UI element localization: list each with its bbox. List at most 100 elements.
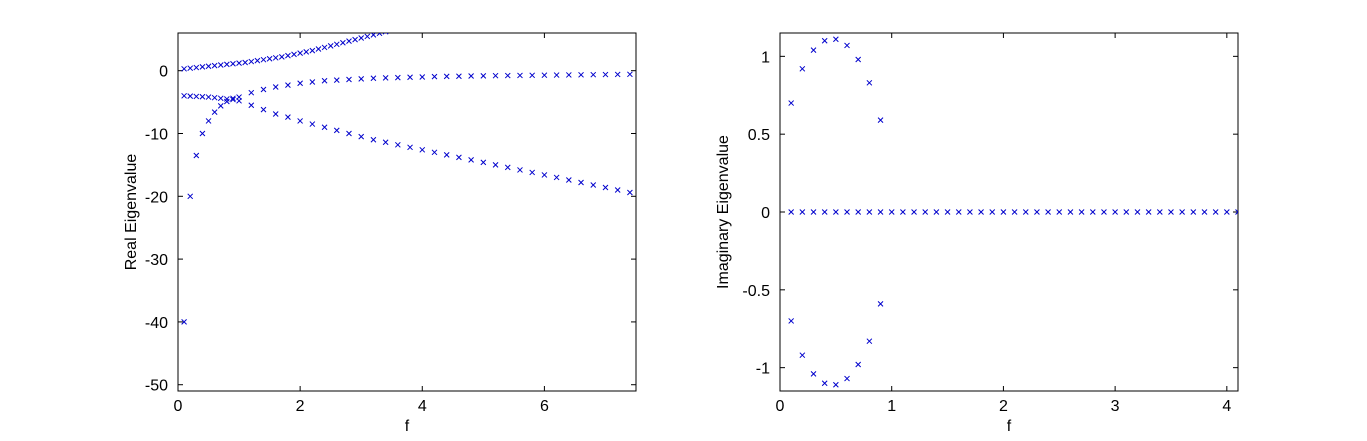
series-3-point [1101, 209, 1107, 215]
series-3-point [193, 93, 200, 100]
series-1-point [315, 46, 322, 52]
series-2-point [260, 86, 267, 93]
series-2-point [456, 73, 462, 80]
series-3-point [504, 164, 511, 171]
series-1-point [788, 100, 795, 106]
series-1-point [358, 35, 365, 41]
series-2-point [833, 381, 839, 388]
series-1-point [877, 117, 884, 124]
series-1-point [248, 58, 255, 65]
y-tick-label: -10 [145, 126, 168, 143]
series-3-point [517, 167, 523, 173]
series-1-point [810, 47, 817, 53]
series-3-point [1112, 209, 1118, 215]
series-2-point [285, 82, 291, 88]
series-3-point [205, 94, 212, 100]
series-2-point [504, 72, 511, 79]
series-1-point [333, 41, 340, 48]
series-1-point [205, 63, 212, 70]
x-axis-label: f [1007, 418, 1012, 435]
series-3-point [529, 169, 536, 176]
series-3-point [1134, 209, 1141, 215]
series-2-point [844, 375, 850, 382]
series-1-point [242, 59, 249, 66]
series-3-point [407, 144, 413, 151]
series-2-point [492, 72, 499, 79]
series-2-point [614, 71, 621, 78]
x-axis-label: f [405, 418, 410, 435]
series-2-point [223, 98, 230, 105]
x-tick-label: 6 [540, 398, 549, 415]
series-3-point [1123, 209, 1130, 215]
series-2-point [272, 84, 279, 90]
series-2-point [370, 75, 377, 82]
series-3-point [1145, 209, 1152, 215]
series-3-point [297, 118, 303, 124]
series-2-point [419, 74, 426, 80]
series-2-point [394, 74, 401, 81]
series-1-point [376, 33, 383, 37]
series-3-point [370, 136, 377, 143]
series-3-point [844, 209, 850, 215]
series-2-point [788, 318, 795, 324]
series-3-point [260, 106, 267, 113]
series-2-point [480, 72, 487, 79]
series-2-point [230, 95, 236, 102]
series-1-point [193, 64, 200, 71]
series-3-point [944, 209, 951, 215]
series-3-point [888, 209, 895, 215]
series-3-point [1067, 209, 1074, 215]
series-3-point [866, 209, 873, 215]
series-2-point [333, 77, 340, 83]
y-axis-label: Real Eigenvalue [123, 154, 140, 271]
series-3-point [911, 209, 917, 215]
series-2-point [431, 73, 438, 80]
series-1-point [285, 52, 291, 59]
series-3-point [346, 130, 352, 137]
series-3-point [955, 209, 962, 215]
series-2-point [309, 79, 316, 85]
series-1-point [266, 55, 273, 62]
series-2-point [517, 72, 523, 79]
series-1-point [833, 36, 839, 43]
series-3-point [627, 189, 633, 196]
series-3-point [272, 111, 279, 117]
series-3-point [382, 139, 389, 146]
series-3-point [900, 209, 906, 215]
series-2-point [529, 72, 536, 79]
series-3-point [1223, 209, 1230, 215]
series-2-point [578, 71, 584, 78]
series-3-point [1000, 209, 1007, 215]
series-3-point [1045, 209, 1051, 215]
series-3-point [541, 172, 548, 178]
series-2-point [187, 193, 194, 200]
series-1-point [272, 54, 279, 61]
series-3-point [419, 146, 426, 153]
series-2-point [565, 72, 572, 78]
series-2-point [346, 76, 352, 83]
series-3-point [602, 184, 609, 191]
x-tick-label: 0 [174, 398, 183, 415]
series-3-point [480, 159, 487, 166]
y-tick-label: -20 [145, 189, 168, 206]
real-eigenvalue-plot: 0 2 4 6 0 -10 -20 -30 -40 -50 f Real Eigenvalue [123, 32, 637, 435]
series-1-point [346, 38, 352, 45]
series-3-point [565, 177, 572, 183]
series-2-point [855, 361, 862, 368]
series-2-point [211, 109, 218, 115]
series-1-point [382, 33, 389, 35]
data-markers [181, 33, 633, 325]
x-tick-label: 3 [1111, 398, 1120, 415]
series-3-point [978, 209, 984, 215]
series-3-point [443, 151, 450, 158]
series-3-point [788, 209, 795, 215]
series-3-point [590, 182, 597, 188]
series-1-point [327, 43, 334, 49]
y-tick-label: 0 [761, 205, 770, 222]
y-tick-label: 0 [159, 64, 168, 81]
series-3-point [1168, 209, 1174, 215]
y-tick-label: 1 [761, 49, 770, 66]
series-3-point [1235, 209, 1238, 215]
series-1-point [199, 64, 206, 70]
